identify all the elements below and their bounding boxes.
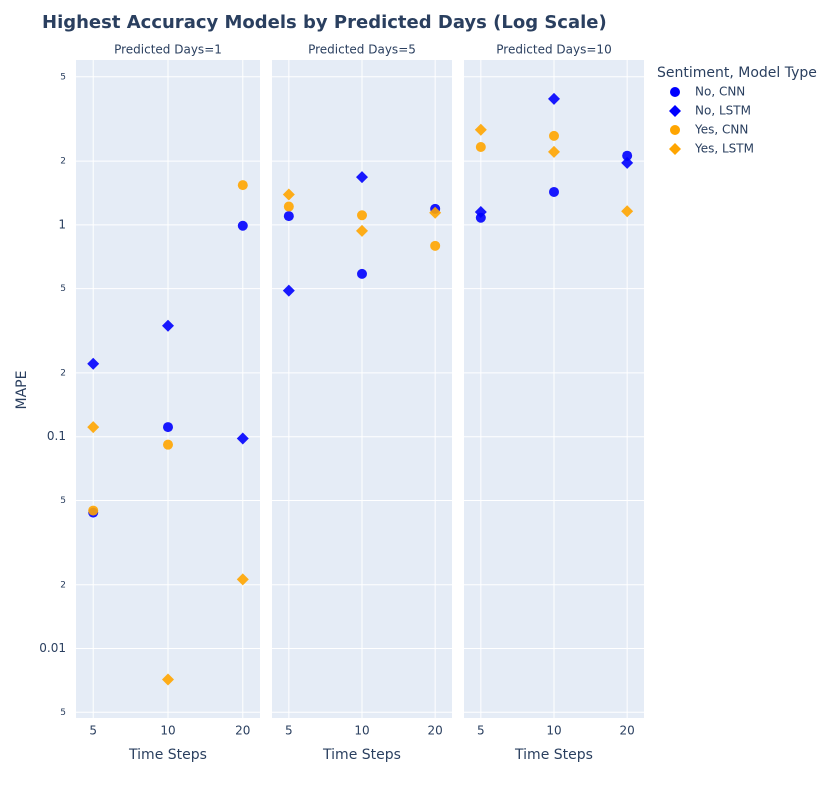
legend-title: Sentiment, Model Type — [657, 65, 817, 81]
x-tick-label: 10 — [546, 724, 561, 738]
y-axis-label: MAPE — [14, 371, 30, 410]
y-tick-label: 5 — [60, 708, 66, 718]
x-tick-label: 20 — [235, 724, 250, 738]
y-tick-label: 2 — [60, 368, 66, 378]
data-point — [87, 357, 100, 370]
x-tick-label: 5 — [477, 724, 485, 738]
data-point — [622, 150, 633, 161]
y-tick-label: 0.1 — [47, 429, 66, 443]
x-tick-label: 20 — [428, 724, 443, 738]
legend-marker — [670, 87, 680, 97]
data-point — [162, 673, 174, 686]
facet-title: Predicted Days=5 — [308, 43, 416, 57]
data-point — [282, 188, 295, 201]
x-tick-label: 10 — [160, 724, 175, 738]
legend-label: Yes, LSTM — [694, 142, 754, 156]
x-tick-label: 5 — [285, 724, 293, 738]
data-point — [282, 284, 295, 297]
data-point — [88, 505, 99, 516]
y-tick-label: 5 — [60, 72, 66, 82]
y-tick-label: 5 — [60, 496, 66, 506]
facet-title: Predicted Days=1 — [114, 43, 222, 57]
data-point — [163, 422, 173, 433]
data-point — [236, 432, 249, 445]
data-point — [237, 220, 248, 231]
legend-label: No, LSTM — [695, 104, 751, 118]
legend-marker — [670, 125, 680, 135]
data-point — [357, 210, 367, 221]
data-point — [621, 205, 634, 218]
data-point — [236, 573, 249, 586]
legend-label: No, CNN — [695, 85, 745, 99]
data-point — [474, 123, 487, 136]
data-point — [621, 156, 634, 169]
data-point — [474, 205, 487, 218]
x-axis-label: Time Steps — [128, 747, 207, 763]
data-point — [549, 130, 559, 141]
legend-marker — [669, 105, 681, 117]
data-point — [356, 171, 368, 184]
data-point — [283, 201, 294, 212]
x-tick-label: 10 — [354, 724, 369, 738]
x-axis-label: Time Steps — [322, 747, 401, 763]
y-tick-label: 0.01 — [39, 641, 66, 655]
data-point — [237, 180, 248, 191]
legend-label: Yes, CNN — [694, 123, 748, 137]
y-tick-label: 2 — [60, 157, 66, 167]
data-point — [162, 319, 174, 332]
data-point — [357, 268, 367, 279]
x-tick-label: 5 — [89, 724, 97, 738]
data-point — [283, 211, 294, 222]
data-point — [430, 240, 441, 251]
y-tick-label: 5 — [60, 284, 66, 294]
data-point — [548, 145, 560, 158]
data-point — [87, 421, 100, 434]
legend-marker — [669, 143, 681, 155]
data-point — [356, 224, 368, 237]
y-tick-label: 2 — [60, 580, 66, 590]
x-axis-label: Time Steps — [514, 747, 593, 763]
data-point — [429, 206, 442, 219]
data-point — [548, 92, 560, 105]
facet-title: Predicted Days=10 — [496, 43, 611, 57]
chart-title: Highest Accuracy Models by Predicted Day… — [42, 12, 607, 33]
data-point — [163, 439, 173, 450]
x-tick-label: 20 — [620, 724, 635, 738]
data-point — [475, 142, 486, 153]
y-tick-label: 1 — [58, 217, 66, 231]
data-point — [549, 186, 559, 197]
